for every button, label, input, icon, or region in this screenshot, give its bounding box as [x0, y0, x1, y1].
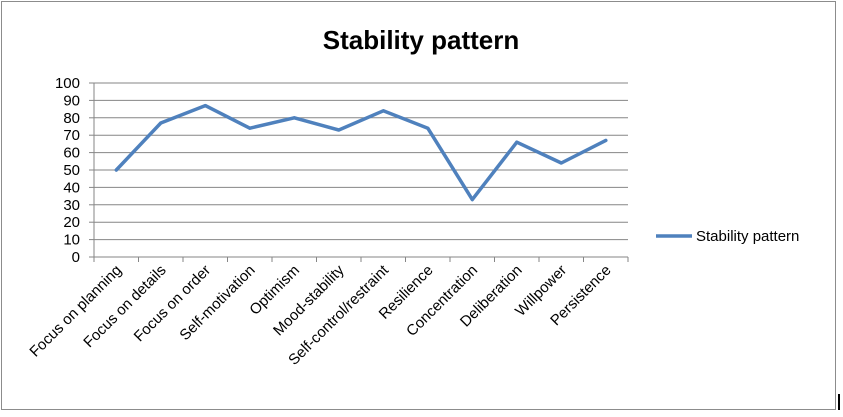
series-layer [114, 103, 608, 202]
gridlines [94, 82, 628, 241]
text-cursor [838, 394, 840, 410]
data-point [470, 198, 474, 202]
data-point [381, 109, 385, 113]
data-point [337, 128, 341, 132]
y-tick-label: 90 [63, 92, 80, 109]
y-tick-label: 80 [63, 110, 80, 127]
data-point [114, 168, 118, 172]
data-point [248, 126, 252, 130]
y-tick-label: 100 [55, 75, 80, 92]
y-tick-label: 20 [63, 214, 80, 231]
y-tick-label: 70 [63, 127, 80, 144]
data-point [604, 138, 608, 142]
chart-title: Stability pattern [323, 25, 519, 55]
data-point [515, 140, 519, 144]
data-point [203, 104, 207, 108]
y-tick-label: 60 [63, 145, 80, 162]
data-point [426, 126, 430, 130]
data-point [559, 161, 563, 165]
y-tick-label: 10 [63, 232, 80, 249]
y-tick-label: 0 [72, 249, 80, 266]
data-point [292, 116, 296, 120]
y-tick-label: 30 [63, 197, 80, 214]
series-line [114, 103, 608, 202]
legend-label: Stability pattern [696, 228, 799, 245]
x-tick-label: Focus on order [131, 262, 214, 345]
chart-frame [1, 1, 836, 410]
data-point [159, 121, 163, 125]
y-tick-label: 40 [63, 179, 80, 196]
y-tick-label: 50 [63, 162, 80, 179]
legend: Stability pattern [656, 228, 799, 245]
